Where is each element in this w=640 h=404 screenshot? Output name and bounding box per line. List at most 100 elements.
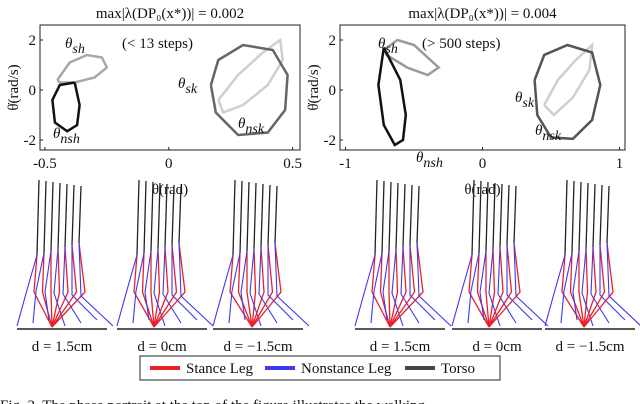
- nonstance-leg: [544, 254, 566, 327]
- orbit: [56, 53, 109, 84]
- nonstance-leg: [572, 250, 580, 321]
- nonstance-leg: [228, 252, 241, 324]
- y-tick-label: 2: [29, 33, 37, 49]
- stance-leg: [371, 254, 391, 328]
- torso: [374, 179, 378, 256]
- stick-figure: d = 0cm: [116, 179, 214, 355]
- torso: [395, 182, 399, 250]
- annotation: θnsh: [53, 126, 80, 147]
- annotation: θsk: [178, 76, 198, 97]
- annotation: θsh: [65, 36, 85, 57]
- annotation-symbol: θ: [238, 116, 246, 132]
- torso: [274, 185, 278, 244]
- orbit: [533, 43, 602, 141]
- nonstance-leg: [274, 242, 310, 327]
- nonstance-leg: [606, 242, 640, 326]
- annotation-subscript: nsh: [60, 132, 79, 147]
- torso: [492, 182, 496, 250]
- panel-label: d = −1.5cm: [224, 339, 293, 355]
- torso: [232, 179, 236, 256]
- chart-title: max|λ(DP₀(x*))| = 0.002: [96, 6, 244, 22]
- annotation: θsh: [378, 36, 398, 57]
- torso: [388, 181, 392, 252]
- nonstance-leg: [162, 246, 182, 324]
- stick-figure: d = 1.5cm: [16, 179, 114, 355]
- stance-leg: [578, 251, 585, 328]
- nonstance-leg: [479, 250, 487, 321]
- torso: [36, 179, 40, 256]
- annotation: (> 500 steps): [422, 36, 500, 52]
- annotation-symbol: θ: [65, 36, 73, 52]
- nonstance-leg: [132, 252, 145, 324]
- y-axis-label: θ̇(rad/s): [306, 64, 322, 110]
- annotation-symbol: θ: [535, 123, 543, 139]
- axes-box: [39, 24, 301, 151]
- stance-leg: [251, 242, 282, 328]
- nonstance-leg: [32, 252, 45, 324]
- torso: [71, 184, 75, 246]
- stance-leg: [488, 248, 496, 328]
- nonstance-leg: [212, 254, 234, 327]
- nonstance-leg: [16, 254, 38, 327]
- nonstance-leg: [78, 242, 114, 327]
- torso: [471, 179, 475, 256]
- nonstance-leg: [71, 245, 98, 321]
- legend-box: [139, 355, 501, 381]
- nonstance-leg: [467, 252, 480, 324]
- orbit: [543, 41, 594, 117]
- annotation: θnsh: [416, 150, 443, 171]
- torso: [157, 182, 161, 250]
- nonstance-leg: [400, 246, 420, 324]
- torso: [409, 184, 413, 246]
- nonstance-leg: [513, 242, 549, 327]
- torso: [246, 181, 250, 252]
- y-tick-label: 0: [29, 83, 37, 99]
- stance-leg: [583, 248, 589, 328]
- orbit: [382, 38, 441, 77]
- nonstance-leg: [416, 242, 452, 327]
- y-tick-label: 2: [329, 33, 337, 49]
- torso: [592, 183, 596, 248]
- nonstance-leg: [144, 250, 152, 321]
- stance-leg: [488, 244, 513, 328]
- x-tick-label: 0: [165, 156, 173, 172]
- torso: [136, 179, 140, 256]
- stance-leg: [153, 246, 169, 328]
- stance-leg: [237, 252, 253, 328]
- x-tick-label: 0: [479, 156, 487, 172]
- nonstance-leg: [497, 246, 517, 324]
- stance-leg: [153, 242, 186, 328]
- torso: [260, 183, 264, 248]
- stick-figure: d = 0cm: [451, 179, 549, 355]
- stance-leg: [153, 244, 178, 328]
- stance-leg: [33, 254, 53, 328]
- x-tick-label: 0.5: [283, 156, 302, 172]
- x-tick-label: -0.5: [33, 156, 57, 172]
- nonstance-leg: [599, 245, 626, 321]
- annotation-symbol: θ: [515, 90, 523, 106]
- stance-leg: [150, 251, 155, 328]
- stance-leg: [141, 252, 155, 328]
- panel-label: d = 1.5cm: [370, 339, 431, 355]
- nonstance-leg: [116, 254, 138, 327]
- stance-leg: [251, 246, 265, 328]
- panel-label: d = 1.5cm: [32, 339, 93, 355]
- nonstance-leg: [506, 245, 533, 321]
- panel-label: d = 0cm: [137, 339, 187, 355]
- legend-label: Torso: [441, 361, 475, 377]
- stance-leg: [133, 254, 155, 328]
- annotation-symbol: θ: [378, 36, 386, 52]
- nonstance-leg: [590, 246, 610, 324]
- stance-leg: [51, 242, 86, 328]
- nonstance-leg: [53, 248, 66, 327]
- panel-label: d = −1.5cm: [556, 339, 625, 355]
- stance-leg: [389, 242, 424, 328]
- stance-leg: [246, 251, 253, 328]
- stance-leg: [583, 242, 614, 328]
- orbit: [51, 81, 81, 133]
- nonstance-leg: [258, 246, 278, 324]
- stick-figure: d = −1.5cm: [544, 179, 640, 355]
- stance-leg: [51, 246, 69, 328]
- stance-leg: [583, 244, 606, 328]
